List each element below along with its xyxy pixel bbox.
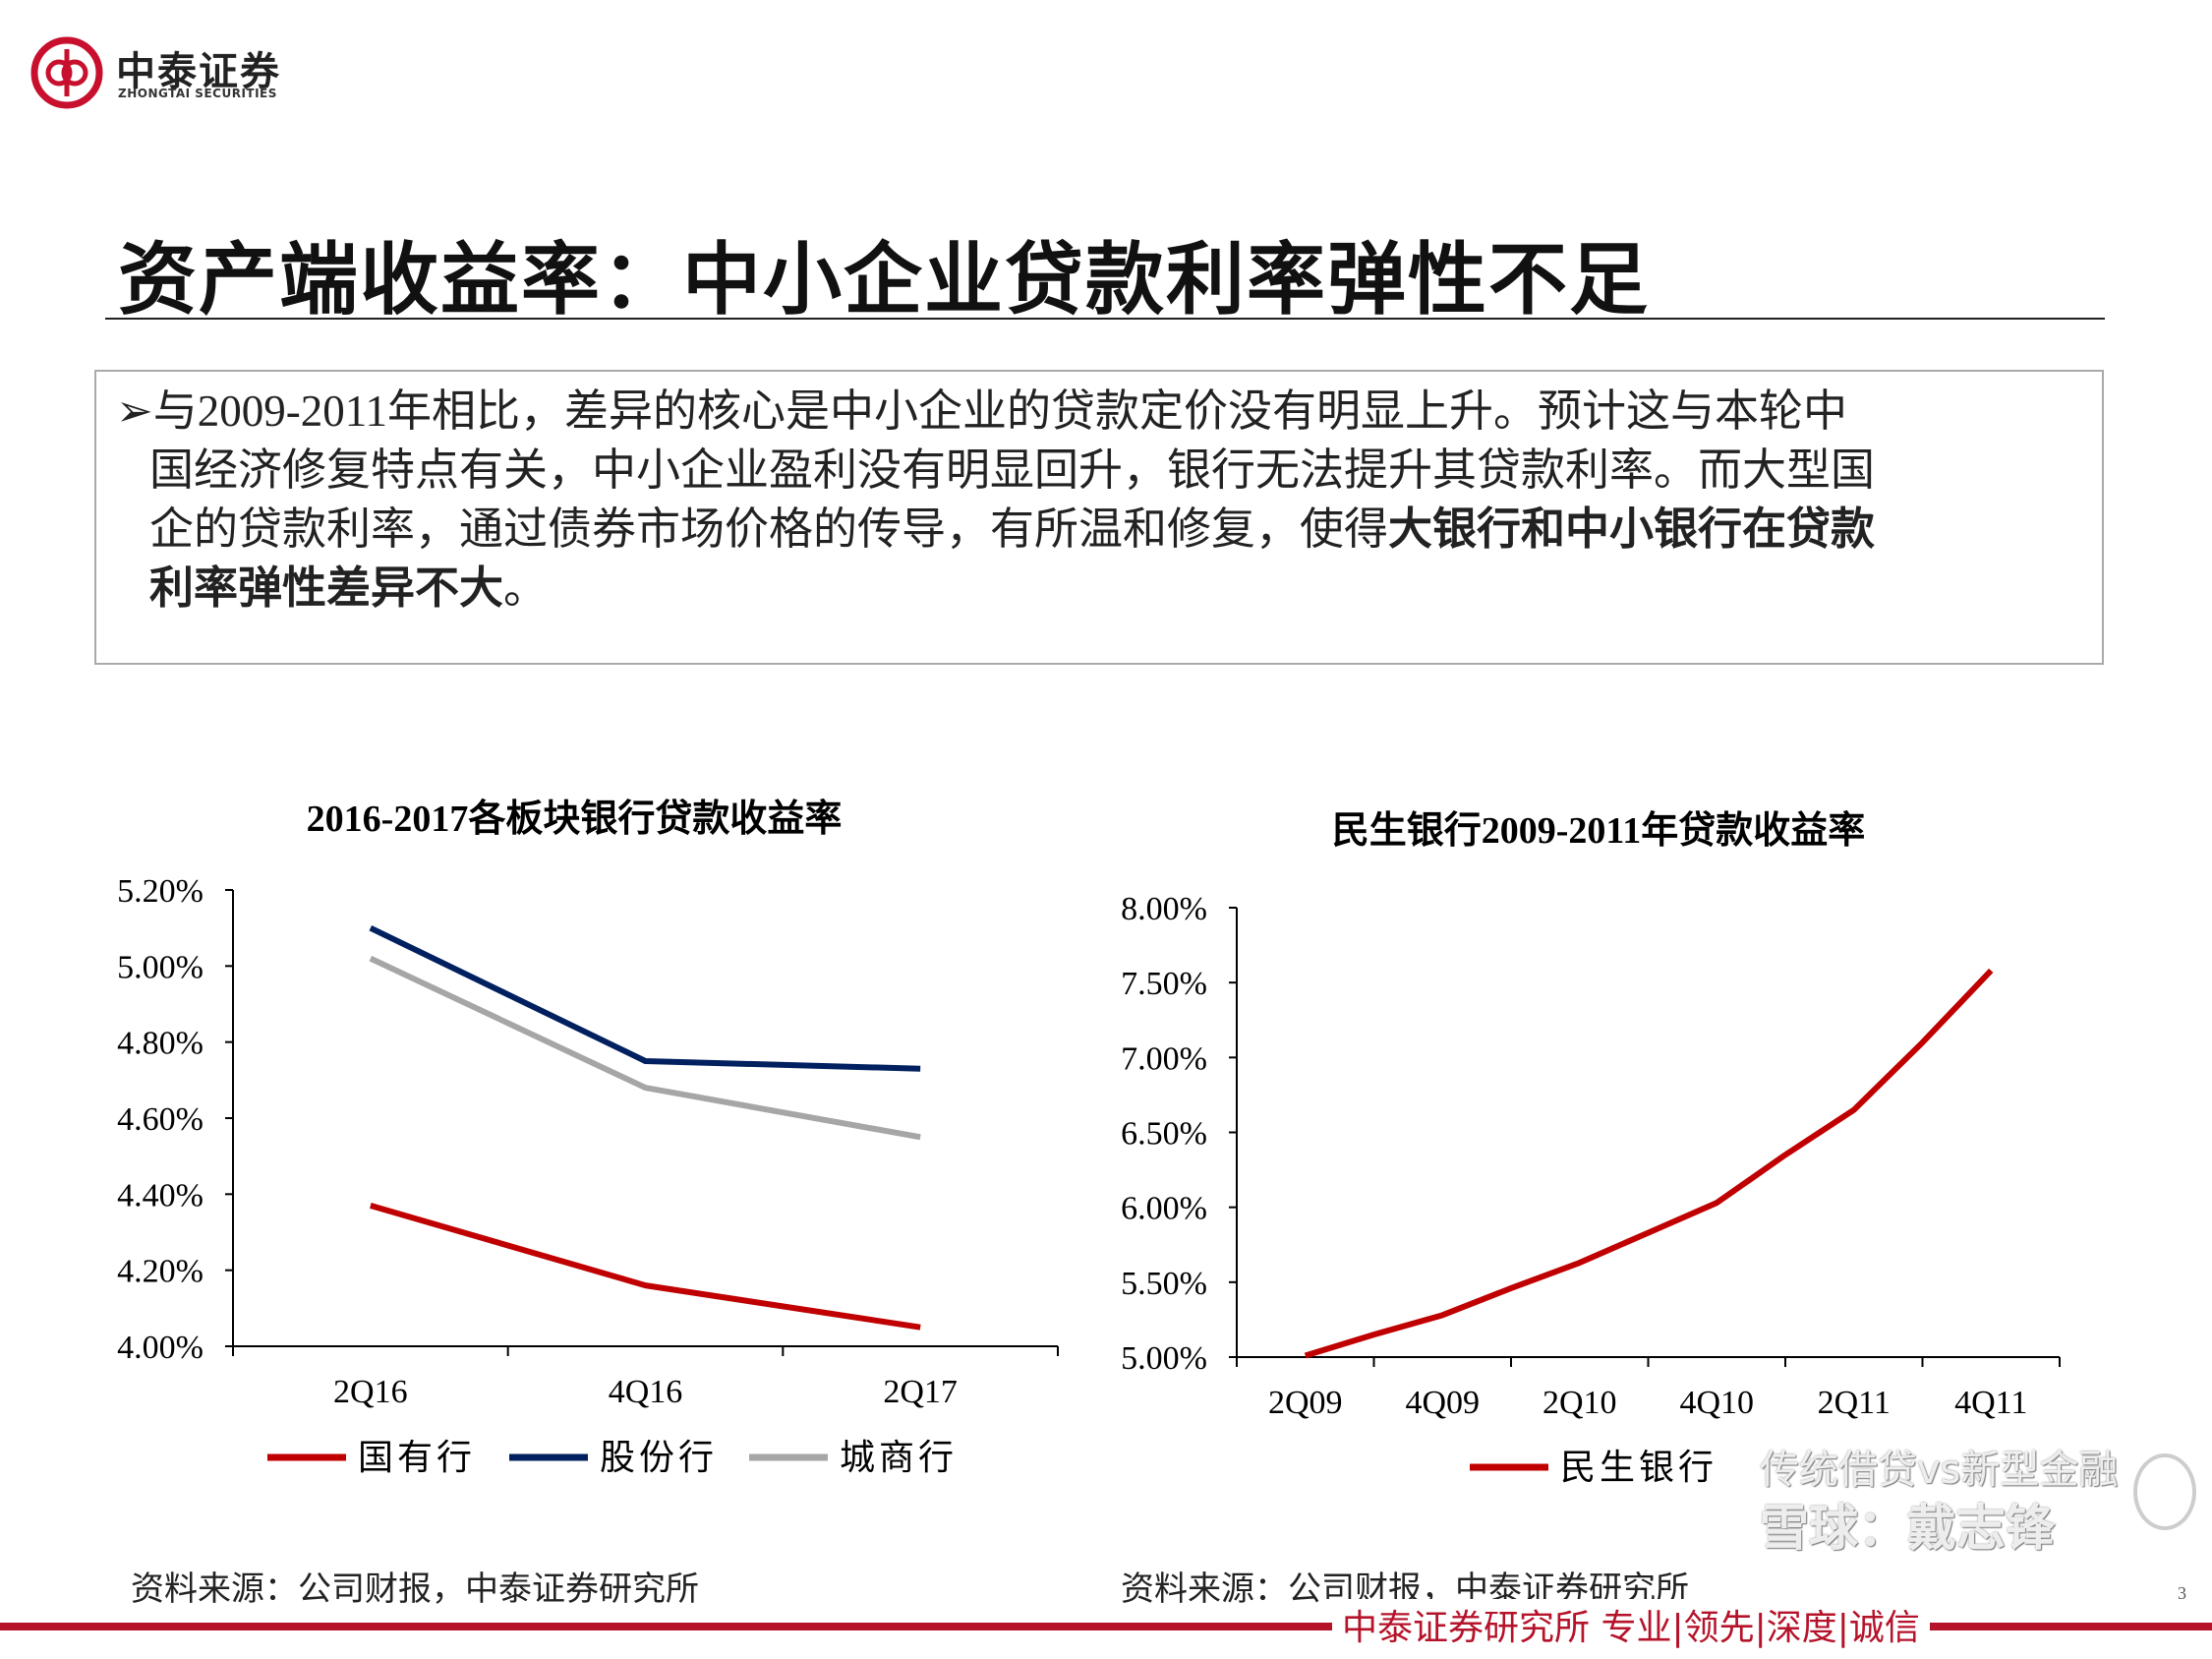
title-divider xyxy=(105,318,2105,320)
zhongtai-logo-icon xyxy=(30,36,103,109)
series-line-城商行 xyxy=(369,955,921,1141)
x-tick-label: 4Q16 xyxy=(609,1374,683,1410)
y-tick-label: 4.40% xyxy=(117,1177,204,1214)
summary-box xyxy=(94,370,2104,665)
left-chart-source: 资料来源：公司财报，中泰证券研究所 xyxy=(131,1571,699,1608)
y-tick-label: 6.00% xyxy=(1121,1191,1207,1227)
logo-text: 中泰证券 xyxy=(116,49,281,94)
watermark-line1: 传统借贷vs新型金融 xyxy=(1760,1448,2119,1493)
summary-line: 企的贷款利率，通过债券市场价格的传导，有所温和修复，使得 xyxy=(149,504,1389,554)
chart-title: 民生银行2009-2011年贷款收益率 xyxy=(1332,810,1866,852)
y-tick-label: 5.00% xyxy=(117,949,204,985)
footer-divider xyxy=(0,1623,2212,1630)
series-line-国有行 xyxy=(369,1203,921,1331)
bullet-arrow-icon: ➢ xyxy=(116,386,153,436)
legend-label: 城商行 xyxy=(840,1438,958,1477)
x-tick-label: 2Q09 xyxy=(1268,1385,1343,1421)
y-tick-label: 7.50% xyxy=(1121,966,1207,1002)
y-tick-label: 5.50% xyxy=(1121,1266,1207,1302)
x-tick-label: 2Q11 xyxy=(1818,1385,1891,1421)
x-tick-label: 2Q10 xyxy=(1543,1385,1617,1421)
legend-label: 民生银行 xyxy=(1560,1448,1717,1487)
logo-subtext: ZHONGTAI SECURITIES xyxy=(118,87,277,100)
summary-line: 与2009-2011年相比，差异的核心是中小企业的贷款定价没有明显上升。预计这与… xyxy=(152,386,1848,436)
summary-bold: 利率弹性差异不大 xyxy=(149,563,504,613)
y-tick-label: 5.20% xyxy=(117,873,204,910)
y-tick-label: 6.50% xyxy=(1121,1116,1207,1153)
page-number: 3 xyxy=(2178,1583,2186,1603)
legend-label: 国有行 xyxy=(358,1438,476,1477)
summary-bold: 大银行和中小银行在贷款 xyxy=(1388,504,1876,554)
y-tick-label: 4.00% xyxy=(117,1330,204,1366)
x-tick-label: 4Q11 xyxy=(1954,1385,2027,1421)
summary-text: ➢与2009-2011年相比，差异的核心是中小企业的贷款定价没有明显上升。预计这… xyxy=(116,382,2072,618)
y-tick-label: 4.80% xyxy=(117,1026,204,1062)
watermark-line2: 雪球：戴志锋 xyxy=(1760,1500,2055,1557)
y-tick-label: 5.00% xyxy=(1121,1340,1207,1377)
legend-label: 股份行 xyxy=(600,1438,718,1477)
y-tick-label: 4.60% xyxy=(117,1101,204,1138)
series-line-股份行 xyxy=(369,924,921,1072)
summary-line: 国经济修复特点有关，中小企业盈利没有明显回升，银行无法提升其贷款利率。而大型国 xyxy=(149,445,1876,495)
x-tick-label: 4Q09 xyxy=(1405,1385,1480,1421)
x-tick-label: 2Q16 xyxy=(333,1374,408,1410)
footer-text: 中泰证券研究所 专业|领先|深度|诚信 xyxy=(1332,1599,1930,1650)
x-tick-label: 4Q10 xyxy=(1679,1385,1754,1421)
y-tick-label: 4.20% xyxy=(117,1254,204,1290)
x-tick-label: 2Q17 xyxy=(883,1374,958,1410)
y-tick-label: 7.00% xyxy=(1121,1040,1207,1077)
watermark-icon xyxy=(2133,1453,2196,1530)
page-title: 资产端收益率：中小企业贷款利率弹性不足 xyxy=(118,233,1650,326)
chart-title: 2016-2017各板块银行贷款收益率 xyxy=(307,798,843,840)
series-line-民生银行 xyxy=(1304,968,1994,1359)
y-tick-label: 8.00% xyxy=(1121,891,1207,927)
summary-line: 。 xyxy=(503,563,549,613)
